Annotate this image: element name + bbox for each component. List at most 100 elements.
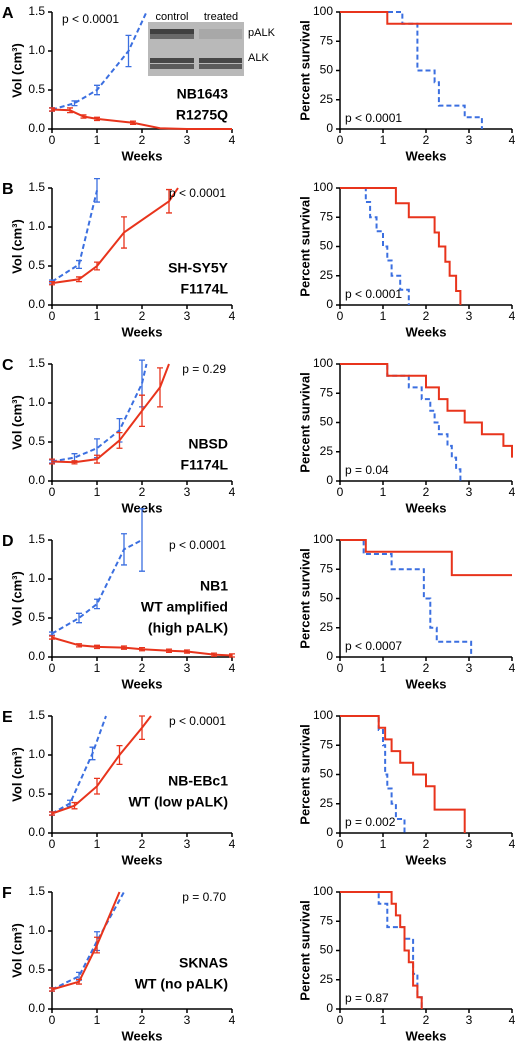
error-bar — [139, 715, 145, 741]
x-axis-label: Weeks — [406, 324, 447, 339]
x-tick-label: 0 — [337, 485, 344, 499]
y-tick-label: 0 — [326, 1001, 333, 1015]
x-tick-label: 2 — [139, 133, 146, 147]
y-tick-label: 0.5 — [28, 610, 45, 624]
x-axis-label: Weeks — [122, 324, 163, 339]
survival-curve — [340, 187, 462, 305]
error-bar — [139, 394, 145, 428]
x-tick-label: 1 — [380, 837, 387, 851]
survival-curve — [340, 363, 462, 481]
x-axis-label: Weeks — [122, 1028, 163, 1043]
y-tick-label: 1.0 — [28, 923, 45, 937]
x-tick-label: 3 — [184, 837, 191, 851]
x-tick-label: 0 — [337, 661, 344, 675]
x-tick-label: 1 — [94, 309, 101, 323]
growth-line — [51, 190, 98, 283]
x-tick-label: 0 — [337, 837, 344, 851]
error-bar — [166, 188, 172, 214]
x-tick-label: 1 — [94, 1013, 101, 1027]
y-tick-label: 50 — [320, 591, 334, 605]
survival-curve — [340, 539, 512, 577]
x-axis-label: Weeks — [122, 852, 163, 867]
y-axis-label: Vol (cm³) — [9, 923, 24, 978]
error-bar — [116, 431, 123, 449]
x-tick-label: 4 — [229, 309, 236, 323]
y-tick-label: 25 — [320, 972, 334, 986]
survival-curve — [340, 891, 423, 1009]
error-bar — [49, 987, 55, 992]
x-tick-label: 4 — [229, 1013, 236, 1027]
y-tick-label: 0.0 — [28, 121, 45, 135]
y-axis-label: Vol (cm³) — [9, 747, 24, 802]
error-bar — [49, 811, 55, 816]
y-axis-label: Vol (cm³) — [9, 43, 24, 98]
x-tick-label: 0 — [49, 661, 56, 675]
x-tick-label: 2 — [423, 133, 430, 147]
x-tick-label: 0 — [337, 133, 344, 147]
y-tick-label: 100 — [313, 4, 333, 18]
blot-band — [199, 34, 242, 39]
p-value: p < 0.0001 — [345, 111, 402, 125]
x-tick-label: 1 — [380, 309, 387, 323]
y-tick-label: 25 — [320, 268, 334, 282]
blot-row-label: pALK — [248, 27, 276, 39]
p-value: p = 0.70 — [182, 890, 226, 904]
y-tick-label: 1.0 — [28, 395, 45, 409]
growth-line — [51, 539, 143, 635]
x-tick-label: 2 — [139, 1013, 146, 1027]
y-tick-label: 0.0 — [28, 649, 45, 663]
y-tick-label: 75 — [320, 33, 334, 47]
error-bar — [184, 649, 190, 654]
error-bar — [139, 646, 145, 652]
x-tick-label: 2 — [139, 661, 146, 675]
blot-band — [199, 29, 242, 34]
y-tick-label: 0.5 — [28, 258, 45, 272]
y-tick-label: 1.5 — [28, 708, 45, 722]
error-bar — [76, 643, 82, 648]
blot-row-label: ALK — [248, 52, 269, 64]
x-tick-label: 0 — [49, 1013, 56, 1027]
y-tick-label: 25 — [320, 620, 334, 634]
y-tick-label: 75 — [320, 913, 334, 927]
error-bar — [71, 801, 78, 810]
cell-line-label: NB1643 — [177, 86, 229, 102]
x-tick-label: 0 — [49, 133, 56, 147]
x-tick-label: 0 — [337, 1013, 344, 1027]
y-tick-label: 0.5 — [28, 434, 45, 448]
error-bar — [71, 100, 78, 107]
x-tick-label: 2 — [423, 661, 430, 675]
x-tick-label: 1 — [94, 837, 101, 851]
x-tick-label: 3 — [466, 309, 473, 323]
p-value: p = 0.29 — [182, 362, 226, 376]
x-axis-label: Weeks — [406, 852, 447, 867]
x-tick-label: 1 — [94, 133, 101, 147]
x-axis-label: Weeks — [122, 676, 163, 691]
y-axis-label: Percent survival — [297, 196, 312, 296]
y-tick-label: 0 — [326, 121, 333, 135]
x-tick-label: 4 — [229, 133, 236, 147]
y-tick-label: 75 — [320, 209, 334, 223]
y-axis-label: Percent survival — [297, 900, 312, 1000]
cell-line-label: SKNAS — [179, 955, 228, 971]
error-bar — [94, 598, 100, 610]
growth-line — [51, 715, 152, 815]
y-axis-label: Percent survival — [297, 20, 312, 120]
panel-letter: D — [2, 533, 14, 550]
error-bar — [94, 177, 100, 203]
x-tick-label: 0 — [49, 837, 56, 851]
blot-band — [150, 58, 194, 63]
panel-letter: F — [2, 885, 12, 902]
blot-column-label: control — [155, 11, 188, 23]
y-tick-label: 50 — [320, 63, 334, 77]
error-bar — [76, 276, 82, 283]
x-axis-label: Weeks — [406, 1028, 447, 1043]
x-tick-label: 1 — [94, 661, 101, 675]
y-axis-label: Vol (cm³) — [9, 571, 24, 626]
error-bar — [130, 120, 136, 125]
cell-line-label: WT (low pALK) — [128, 794, 228, 810]
cell-line-label: NB-EBc1 — [168, 773, 228, 789]
error-bar — [76, 612, 82, 624]
cell-line-label: WT amplified — [141, 599, 228, 615]
cell-line-label: SH-SY5Y — [168, 260, 229, 276]
